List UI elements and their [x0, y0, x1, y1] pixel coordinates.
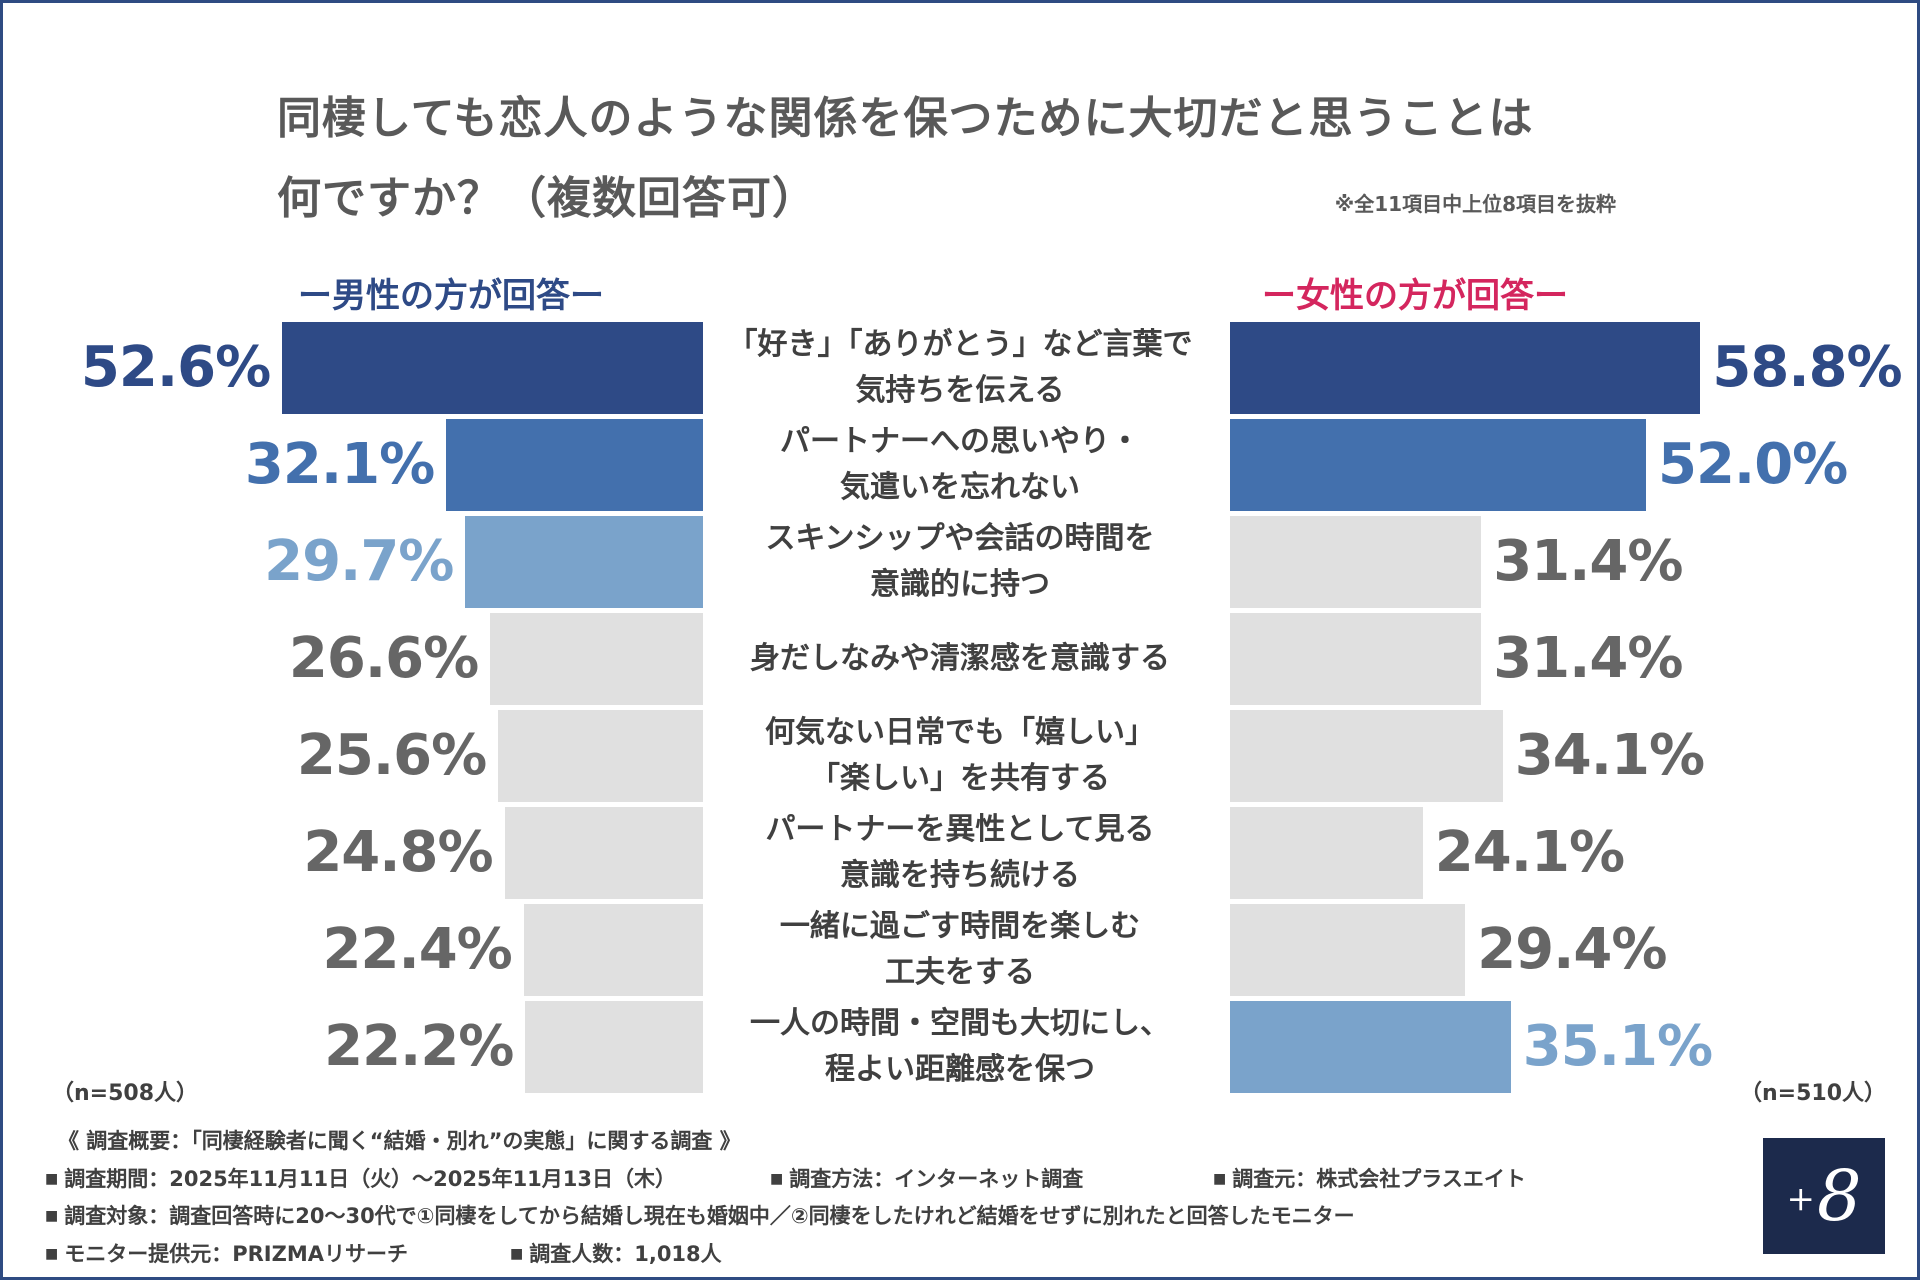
category-label-line: パートナーを異性として見る: [765, 812, 1155, 847]
category-label-line: 何気ない日常でも「嬉しい」: [765, 715, 1155, 750]
footer-period: ■ 調査期間：2025年11月11日（火）〜2025年11月13日（木）: [45, 1163, 676, 1193]
footer-target: ■ 調査対象：調査回答時に20〜30代で①同棲をしてから結婚し現在も婚姻中／②同棲…: [45, 1200, 1355, 1230]
category-label: 「好き」「ありがとう」など言葉で 気持ちを伝える: [705, 322, 1215, 414]
footer-target-text: 調査対象：調査回答時に20〜30代で①同棲をしてから結婚し現在も婚姻中／②同棲を…: [64, 1204, 1355, 1228]
female-value-label: 24.1%: [1434, 820, 1625, 885]
male-bar: [446, 419, 703, 511]
female-bar: [1230, 904, 1466, 996]
category-label: 一緒に過ごす時間を楽しむ 工夫をする: [705, 904, 1215, 996]
female-sample-size: （n=510人）: [1740, 1081, 1887, 1106]
female-bar: [1230, 613, 1482, 705]
bullet-square-icon: ■: [510, 1246, 524, 1262]
footer-count: ■ 調査人数：1,018人: [510, 1238, 722, 1268]
male-value-label: 29.7%: [264, 529, 454, 594]
category-label-line: 工夫をする: [885, 955, 1035, 990]
male-value-label: 52.6%: [80, 335, 271, 400]
chart-note: ※全11項目中上位8項目を抜粋: [1334, 192, 1616, 216]
male-sample-size: （n=508人）: [52, 1081, 199, 1106]
male-bar: [498, 710, 703, 802]
category-label: 何気ない日常でも「嬉しい」 「楽しい」を共有する: [705, 710, 1215, 802]
chart-title-line-1: 同棲しても恋人のような関係を保つために大切だと思うことは: [277, 93, 1534, 144]
male-value-label: 26.6%: [288, 626, 479, 691]
male-value-label: 22.4%: [322, 917, 513, 982]
category-label-line: パートナーへの思いやり・: [780, 424, 1140, 459]
logo-eight: 8: [1816, 1155, 1862, 1237]
female-value-label: 31.4%: [1493, 529, 1683, 594]
female-header: ー女性の方が回答ー: [1262, 276, 1568, 316]
footer-source-text: 調査元：株式会社プラスエイト: [1232, 1167, 1526, 1191]
female-value-label: 52.0%: [1658, 432, 1848, 497]
female-value-label: 58.8%: [1712, 335, 1902, 400]
female-value-label: 31.4%: [1493, 626, 1683, 691]
footer-provider-text: モニター提供元：PRIZMAリサーチ: [64, 1242, 408, 1266]
female-bar: [1230, 419, 1646, 511]
footer-period-text: 調査期間：2025年11月11日（火）〜2025年11月13日（木）: [64, 1167, 677, 1191]
male-bar: [282, 322, 703, 414]
male-bar: [523, 904, 703, 996]
chart-title-line-2: 何ですか？（複数回答可）: [277, 173, 817, 224]
male-header: ー男性の方が回答ー: [298, 276, 604, 316]
female-value-label: 29.4%: [1477, 917, 1667, 982]
footer-provider: ■ モニター提供元：PRIZMAリサーチ: [45, 1238, 408, 1268]
category-label-line: 意識を持ち続ける: [840, 858, 1080, 893]
female-bar: [1230, 1001, 1511, 1093]
male-value-label: 22.2%: [324, 1014, 514, 1079]
female-value-label: 35.1%: [1522, 1014, 1713, 1079]
survey-overview-title: 《 調査概要：「同棲経験者に聞く“結婚・別れ”の実態」に関する調査 》: [58, 1129, 741, 1153]
female-value-label: 34.1%: [1514, 723, 1705, 788]
category-label-line: 「楽しい」を共有する: [810, 761, 1110, 796]
category-label-line: スキンシップや会話の時間を: [765, 521, 1155, 556]
bullet-square-icon: ■: [45, 1171, 59, 1187]
footer-count-text: 調査人数：1,018人: [529, 1242, 722, 1266]
category-label-line: 一人の時間・空間も大切にし、: [750, 1006, 1170, 1041]
bullet-square-icon: ■: [770, 1171, 784, 1187]
category-label-line: 身だしなみや清潔感を意識する: [750, 641, 1170, 676]
category-label: パートナーを異性として見る 意識を持ち続ける: [705, 807, 1215, 899]
female-bar: [1230, 516, 1482, 608]
female-bar: [1230, 710, 1503, 802]
male-value-label: 25.6%: [296, 723, 487, 788]
bullet-square-icon: ■: [45, 1208, 59, 1224]
bullet-square-icon: ■: [45, 1246, 59, 1262]
bullet-square-icon: ■: [1213, 1171, 1227, 1187]
male-bar: [525, 1001, 703, 1093]
logo-plus: +: [1786, 1179, 1815, 1219]
category-label: スキンシップや会話の時間を 意識的に持つ: [705, 516, 1215, 608]
category-label-line: 気遣いを忘れない: [840, 470, 1080, 505]
male-value-label: 24.8%: [303, 820, 493, 885]
category-label-line: 一緒に過ごす時間を楽しむ: [779, 909, 1141, 944]
female-bar: [1230, 807, 1423, 899]
category-label-line: 意識的に持つ: [870, 567, 1050, 602]
male-bar: [490, 613, 703, 705]
plus-eight-logo: +8: [1763, 1138, 1885, 1254]
male-bar: [465, 516, 703, 608]
footer-method: ■ 調査方法：インターネット調査: [770, 1163, 1083, 1193]
category-label: 一人の時間・空間も大切にし、 程よい距離感を保つ: [705, 1001, 1215, 1093]
footer-source: ■ 調査元：株式会社プラスエイト: [1213, 1163, 1526, 1193]
footer-method-text: 調査方法：インターネット調査: [789, 1167, 1084, 1191]
category-label-line: 程よい距離感を保つ: [825, 1052, 1095, 1087]
male-bar: [504, 807, 703, 899]
category-label-line: 気持ちを伝える: [855, 373, 1065, 408]
category-label: パートナーへの思いやり・ 気遣いを忘れない: [705, 419, 1215, 511]
category-label-line: 「好き」「ありがとう」など言葉で: [727, 327, 1193, 362]
female-bar: [1230, 322, 1701, 414]
male-value-label: 32.1%: [244, 432, 435, 497]
category-label: 身だしなみや清潔感を意識する: [705, 613, 1215, 705]
